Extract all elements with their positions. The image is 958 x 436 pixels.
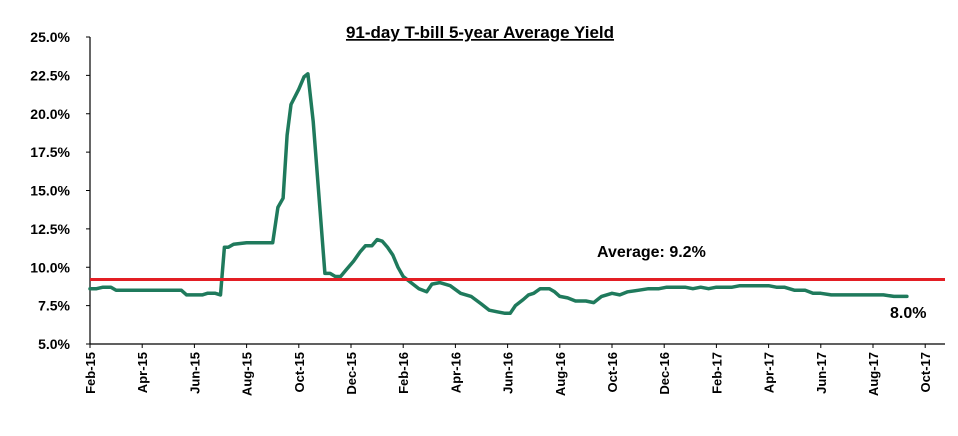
x-axis: Feb-15 Apr-15 Jun-15 Aug-15 Oct-15 Dec-15 Feb-… xyxy=(83,343,945,396)
y-tick-label: 17.5% xyxy=(30,144,70,160)
x-tick-label: Oct-17 xyxy=(918,352,933,392)
y-tick-label: 5.0% xyxy=(38,336,70,352)
chart-title: 91-day T-bill 5-year Average Yield xyxy=(346,23,614,42)
plot-area xyxy=(88,72,945,316)
x-tick-label: Jun-17 xyxy=(814,352,829,394)
y-tick-label: 15.0% xyxy=(30,183,70,199)
y-tick-label: 22.5% xyxy=(30,67,70,83)
y-tick-label: 10.0% xyxy=(30,259,70,275)
y-tick-label: 12.5% xyxy=(30,221,70,237)
y-tick-label: 25.0% xyxy=(30,29,70,45)
x-tick-label: Aug-17 xyxy=(866,352,881,396)
x-tick-label: Aug-16 xyxy=(553,352,568,396)
x-tick-label: Apr-16 xyxy=(448,352,463,393)
x-tick-label: Feb-17 xyxy=(709,352,724,394)
average-label: Average: 9.2% xyxy=(597,244,706,261)
x-tick-label: Jun-16 xyxy=(501,352,516,394)
x-tick-label: Dec-16 xyxy=(657,352,672,395)
y-tick-label: 20.0% xyxy=(30,106,70,122)
x-tick-label: Dec-15 xyxy=(344,352,359,395)
x-tick-label: Feb-16 xyxy=(396,352,411,394)
end-value-label: 8.0% xyxy=(890,305,926,322)
x-tick-label: Aug-15 xyxy=(240,352,255,396)
y-tick-label: 7.5% xyxy=(38,298,70,314)
x-tick-label: Oct-15 xyxy=(292,352,307,392)
x-tick-label: Oct-16 xyxy=(605,352,620,392)
x-tick-label: Jun-15 xyxy=(187,352,202,394)
x-tick-label: Apr-15 xyxy=(135,352,150,393)
yield-series-line xyxy=(88,72,909,316)
x-tick-label: Feb-15 xyxy=(83,352,98,394)
x-tick-label: Apr-17 xyxy=(762,352,777,393)
y-axis: 25.0% 22.5% 20.0% 17.5% 15.0% 12.5% 10.0% 7.5% 5… xyxy=(30,29,91,352)
